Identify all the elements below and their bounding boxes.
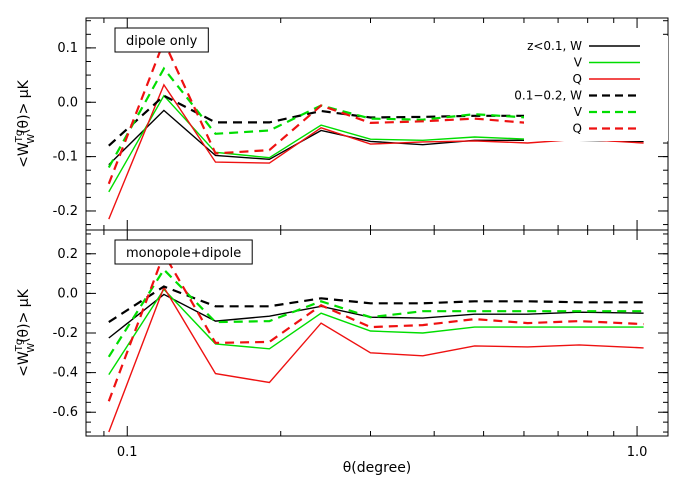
y-tick-label: -0.6 — [53, 405, 78, 420]
legend-label: V — [574, 56, 583, 70]
legend-background — [524, 36, 668, 141]
panel-label-box — [114, 27, 209, 53]
series-line — [107, 251, 644, 402]
y-label-part: W — [26, 343, 37, 353]
y-label-part: Tg — [14, 130, 25, 143]
legend-label: 0.1−0.2, W — [514, 89, 582, 103]
series-line — [107, 267, 644, 358]
series-line — [107, 38, 644, 185]
y-label-part: <W — [16, 142, 32, 168]
y-label-part: <W — [16, 351, 32, 377]
y-axis-label-top: <WTgW(θ)> μK — [14, 79, 37, 168]
y-label-part: W — [26, 134, 37, 144]
series-line — [108, 285, 644, 433]
y-label-part: (θ)> μK — [16, 79, 32, 134]
legend-label: Q — [573, 72, 582, 86]
series-line — [108, 288, 644, 375]
y-label-part: (θ)> μK — [16, 288, 32, 343]
series-line — [108, 285, 644, 324]
y-axis-label-bottom: <WTgW(θ)> μK — [14, 288, 37, 377]
y-tick-label: 0.2 — [57, 247, 78, 262]
y-tick-label: 0.0 — [57, 286, 78, 301]
x-axis-label: θ(degree) — [343, 460, 412, 476]
x-tick-label: 0.1 — [117, 445, 138, 460]
y-label-part: Tg — [14, 339, 25, 352]
y-tick-label: -0.2 — [53, 204, 78, 219]
y-tick-label: -0.4 — [53, 366, 78, 381]
y-tick-label: -0.1 — [53, 150, 78, 165]
legend-label: z<0.1, W — [527, 39, 582, 53]
legend-label: Q — [573, 122, 582, 136]
panel-label-box — [114, 239, 253, 265]
y-tick-label: 0.0 — [57, 95, 78, 110]
series-line — [108, 83, 644, 220]
x-tick-label: 1.0 — [627, 445, 648, 460]
y-tick-label: 0.1 — [57, 41, 78, 56]
panel-2: 0.2 0.0 -0.2 -0.4 -0.6 monopole+dipole — [53, 229, 669, 437]
legend-label: V — [574, 105, 583, 119]
panel-label: dipole only — [126, 34, 198, 49]
y-tick-label: -0.2 — [53, 326, 78, 341]
panel-label: monopole+dipole — [126, 246, 241, 261]
